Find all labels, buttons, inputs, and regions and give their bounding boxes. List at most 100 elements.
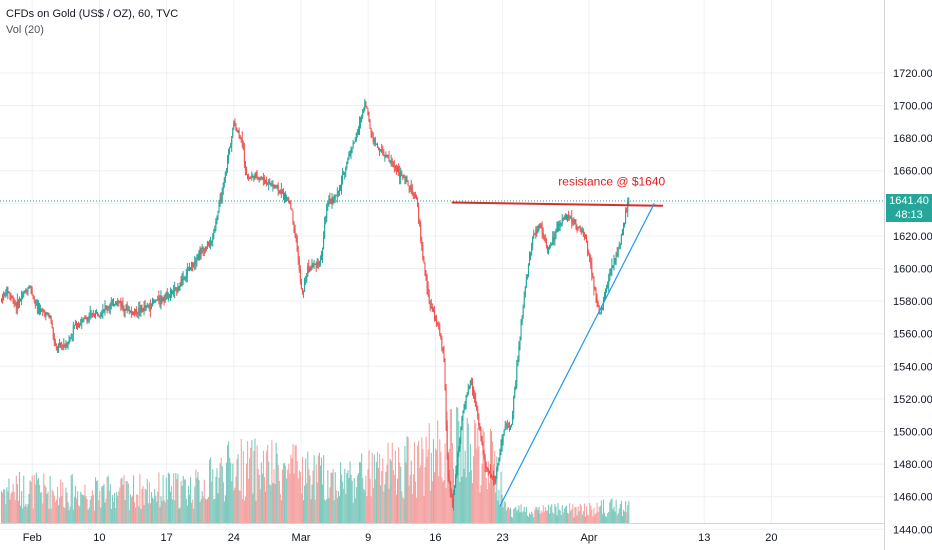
candle-body — [296, 236, 298, 252]
volume-bar — [8, 478, 10, 523]
candle-body — [266, 180, 268, 183]
drawing-lines[interactable] — [0, 200, 884, 507]
volume-bar — [13, 491, 15, 523]
volume-bar — [343, 488, 345, 523]
candle-body — [608, 279, 610, 285]
candle-body — [174, 288, 176, 293]
volume-bar — [346, 473, 348, 523]
candle-body — [562, 217, 564, 219]
candle-body — [218, 203, 220, 213]
candle-body — [47, 312, 49, 316]
candle-body — [398, 168, 400, 174]
volume-bar — [117, 495, 119, 523]
volume-bar — [601, 514, 603, 523]
volume-bar — [413, 442, 415, 523]
volume-bar — [335, 490, 337, 523]
candle-body — [341, 183, 343, 188]
candle-body — [428, 295, 430, 303]
time-tick-label: 16 — [429, 532, 441, 544]
volume-bar — [544, 507, 546, 523]
candle-body — [216, 218, 218, 221]
candle-body — [50, 316, 52, 323]
volume-bar — [519, 512, 521, 523]
volume-bar — [482, 428, 484, 523]
volume-bar — [240, 438, 242, 523]
volume-bar — [347, 470, 349, 523]
volume-bar — [536, 507, 538, 523]
candle-body — [180, 282, 182, 285]
volume-bar — [524, 511, 526, 523]
volume-bar — [414, 481, 417, 523]
volume-bar — [486, 489, 488, 523]
volume-bar — [559, 510, 561, 523]
volume-bar — [621, 516, 624, 523]
candle-body — [317, 262, 319, 266]
symbol-title[interactable]: CFDs on Gold (US$ / OZ), 60, TVC — [6, 8, 179, 20]
volume-bar — [583, 503, 586, 523]
volume-bar — [109, 483, 111, 523]
volume-bar — [627, 504, 629, 523]
volume-bar — [277, 464, 279, 523]
volume-bar — [607, 513, 609, 523]
candle-body — [552, 237, 554, 245]
candle-body — [356, 133, 358, 135]
volume-bar — [349, 461, 351, 523]
candle-body — [27, 288, 29, 292]
candle-body — [461, 418, 463, 427]
volume-bar — [478, 446, 480, 523]
volume-bar — [552, 512, 554, 523]
volume-bar — [404, 445, 406, 523]
candle-body — [197, 255, 199, 260]
volume-bar — [110, 508, 112, 523]
candle-body — [349, 153, 351, 155]
volume-bar — [63, 506, 65, 523]
candle-body — [17, 300, 19, 307]
candle-body — [469, 381, 471, 386]
candle-body — [405, 176, 407, 182]
candle-body — [590, 261, 592, 265]
candle-body — [492, 476, 494, 478]
volume-bar — [195, 469, 197, 523]
volume-bar — [444, 443, 446, 523]
volume-bar — [589, 502, 591, 523]
candle-body — [223, 178, 225, 183]
candle-body — [230, 145, 232, 148]
volume-bar — [605, 516, 607, 523]
candle-body — [496, 468, 498, 478]
volume-bar — [116, 492, 118, 523]
price-tick-label: 1500.00 — [893, 427, 932, 439]
volume-bar — [606, 516, 608, 523]
volume-bar — [338, 496, 341, 523]
volume-bar — [317, 455, 319, 523]
volume-bar — [161, 501, 163, 523]
volume-bar — [625, 501, 627, 523]
volume-bar — [429, 490, 431, 523]
candle-body — [194, 261, 196, 265]
volume-bar — [353, 477, 355, 523]
volume-bar — [424, 467, 426, 523]
candle-body — [116, 303, 118, 305]
volume-bar — [212, 469, 214, 523]
candle-body — [354, 140, 356, 143]
volume-bar — [367, 469, 369, 523]
candle-body — [82, 319, 84, 321]
candle-body — [598, 306, 600, 314]
candle-body — [153, 301, 155, 303]
volume-bar — [131, 495, 134, 523]
volume-bar — [599, 506, 601, 523]
chart-legend: CFDs on Gold (US$ / OZ), 60, TVC Vol (20… — [6, 6, 178, 38]
volume-legend[interactable]: Vol (20) — [6, 24, 44, 36]
candle-body — [450, 492, 452, 498]
volume-bar — [47, 491, 49, 523]
volume-bar — [385, 471, 387, 523]
candle-body — [310, 268, 312, 270]
time-axis[interactable]: Feb 10 17 24 Mar 9 16 23 Apr 13 20 — [0, 523, 884, 545]
time-tick-label: 10 — [93, 532, 105, 544]
volume-bar — [419, 467, 421, 523]
candle-body — [56, 346, 58, 349]
price-axis[interactable]: 1440.00 1460.00 1480.00 1500.00 1520.00 1540.… — [884, 0, 932, 550]
volume-bar — [4, 489, 6, 523]
volume-bar — [356, 475, 358, 523]
candle-body — [214, 229, 216, 233]
